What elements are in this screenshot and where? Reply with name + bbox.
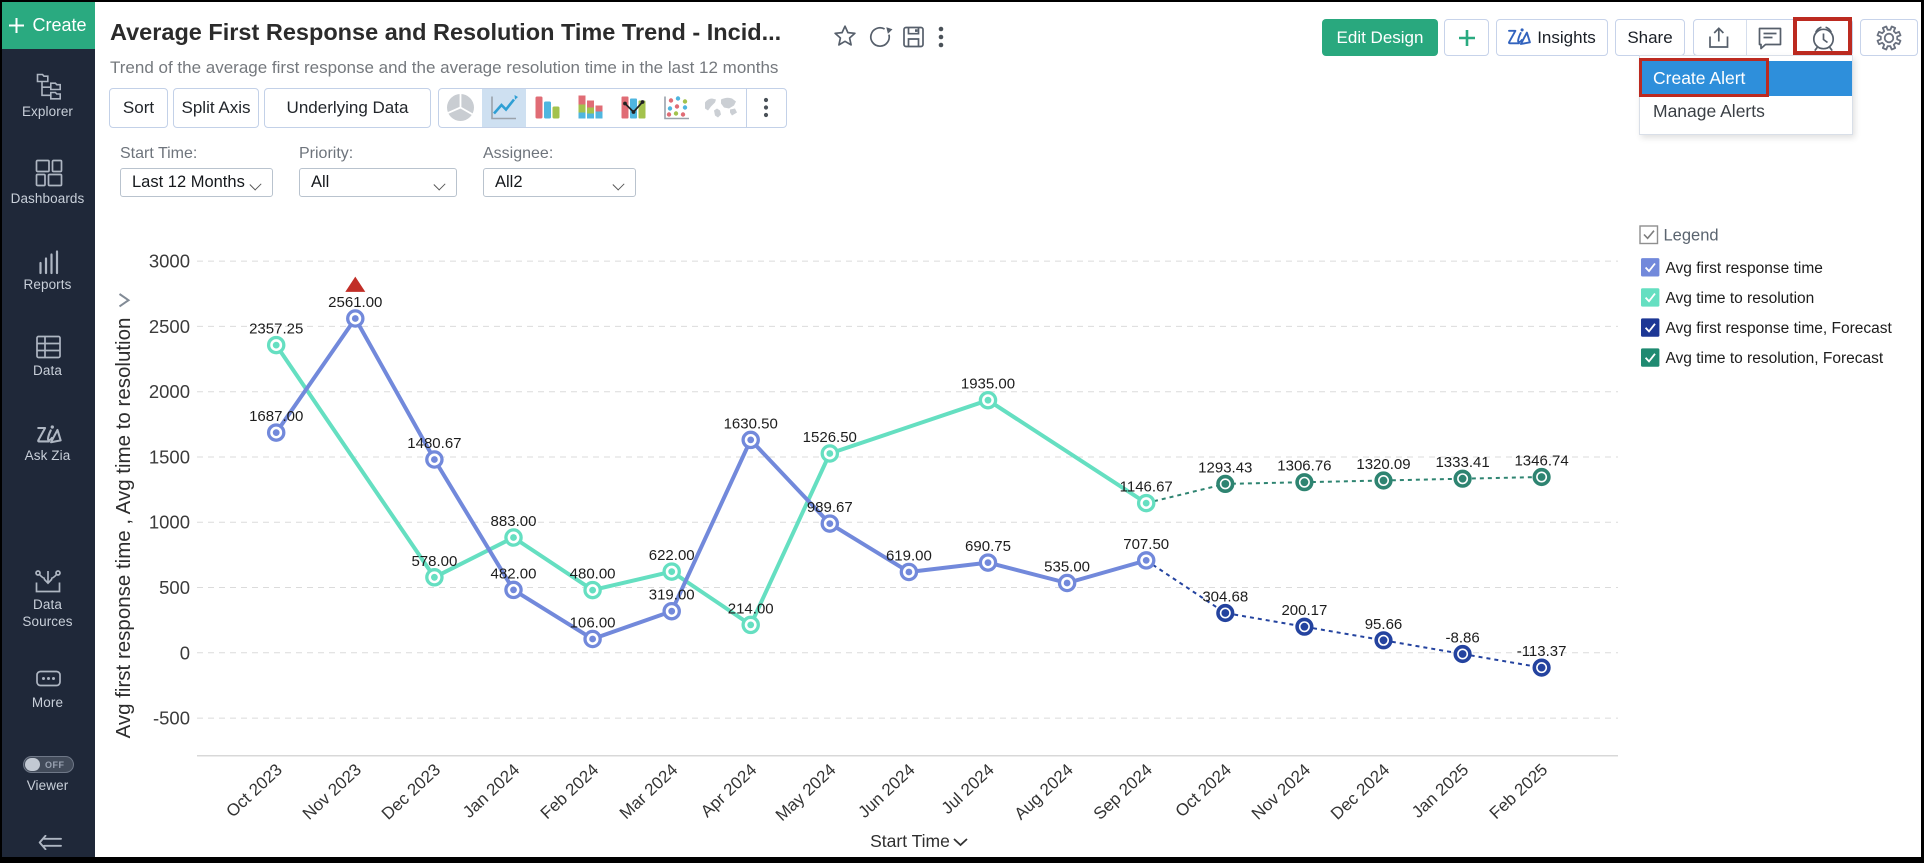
svg-text:1480.67: 1480.67: [407, 435, 461, 452]
svg-text:622.00: 622.00: [649, 547, 695, 564]
svg-text:1346.74: 1346.74: [1514, 453, 1568, 470]
svg-text:989.67: 989.67: [807, 499, 853, 516]
svg-text:1306.76: 1306.76: [1277, 458, 1331, 475]
svg-text:Sep 2024: Sep 2024: [1090, 760, 1156, 824]
svg-text:1000: 1000: [149, 512, 190, 533]
svg-text:Apr 2024: Apr 2024: [697, 760, 760, 821]
svg-text:Jun 2024: Jun 2024: [855, 760, 919, 822]
svg-text:304.68: 304.68: [1202, 589, 1248, 606]
svg-text:May 2024: May 2024: [772, 760, 840, 825]
svg-text:Oct 2023: Oct 2023: [223, 760, 286, 821]
svg-text:Avg time to resolution: Avg time to resolution: [1666, 290, 1815, 307]
svg-text:319.00: 319.00: [649, 587, 695, 604]
svg-text:707.50: 707.50: [1123, 536, 1169, 553]
svg-text:482.00: 482.00: [491, 565, 537, 582]
svg-text:1526.50: 1526.50: [803, 429, 857, 446]
svg-text:500: 500: [159, 577, 190, 598]
svg-text:1935.00: 1935.00: [961, 376, 1015, 393]
svg-text:Nov 2023: Nov 2023: [299, 760, 365, 824]
svg-text:Jul 2024: Jul 2024: [938, 760, 998, 818]
svg-text:1687.00: 1687.00: [249, 408, 303, 425]
svg-text:1293.43: 1293.43: [1198, 459, 1252, 476]
svg-text:0: 0: [180, 642, 190, 663]
svg-text:Dec 2023: Dec 2023: [378, 760, 444, 824]
svg-text:Avg first response time, Forec: Avg first response time, Forecast: [1666, 320, 1893, 337]
svg-text:3000: 3000: [149, 251, 190, 272]
svg-text:95.66: 95.66: [1365, 616, 1403, 633]
svg-text:883.00: 883.00: [491, 513, 537, 530]
svg-text:200.17: 200.17: [1281, 602, 1327, 619]
svg-text:1630.50: 1630.50: [724, 415, 778, 432]
svg-text:Mar 2024: Mar 2024: [616, 760, 681, 823]
svg-text:1146.67: 1146.67: [1120, 479, 1173, 496]
svg-text:-113.37: -113.37: [1517, 643, 1567, 660]
svg-text:480.00: 480.00: [570, 566, 616, 583]
svg-text:Avg time to resolution, Foreca: Avg time to resolution, Forecast: [1666, 350, 1884, 367]
svg-text:Feb 2024: Feb 2024: [537, 760, 603, 823]
svg-text:Dec 2024: Dec 2024: [1327, 760, 1393, 824]
svg-text:Aug 2024: Aug 2024: [1011, 760, 1077, 824]
svg-text:Legend: Legend: [1664, 227, 1719, 245]
svg-text:Start Time: Start Time: [870, 831, 950, 851]
svg-text:578.00: 578.00: [411, 553, 457, 570]
svg-text:Jan 2024: Jan 2024: [459, 760, 523, 822]
svg-text:106.00: 106.00: [570, 615, 616, 632]
svg-text:-8.86: -8.86: [1445, 630, 1479, 647]
svg-text:2561.00: 2561.00: [328, 294, 382, 311]
svg-text:619.00: 619.00: [886, 548, 932, 565]
svg-text:-500: -500: [153, 708, 190, 729]
svg-text:1320.09: 1320.09: [1356, 456, 1410, 473]
svg-text:690.75: 690.75: [965, 538, 1011, 555]
svg-text:Jan 2025: Jan 2025: [1408, 760, 1472, 822]
svg-text:2500: 2500: [149, 316, 190, 337]
svg-text:Nov 2024: Nov 2024: [1248, 760, 1314, 824]
svg-text:Oct 2024: Oct 2024: [1172, 760, 1235, 821]
svg-text:Avg first response time: Avg first response time: [1666, 260, 1823, 277]
svg-text:2000: 2000: [149, 381, 190, 402]
svg-text:214.00: 214.00: [728, 600, 774, 617]
svg-text:Feb 2025: Feb 2025: [1486, 760, 1552, 823]
svg-text:2357.25: 2357.25: [249, 321, 303, 338]
svg-text:Avg first response time , Avg: Avg first response time , Avg time to re…: [112, 318, 135, 739]
svg-text:535.00: 535.00: [1044, 559, 1090, 576]
svg-text:1500: 1500: [149, 447, 190, 468]
svg-text:1333.41: 1333.41: [1435, 454, 1489, 471]
